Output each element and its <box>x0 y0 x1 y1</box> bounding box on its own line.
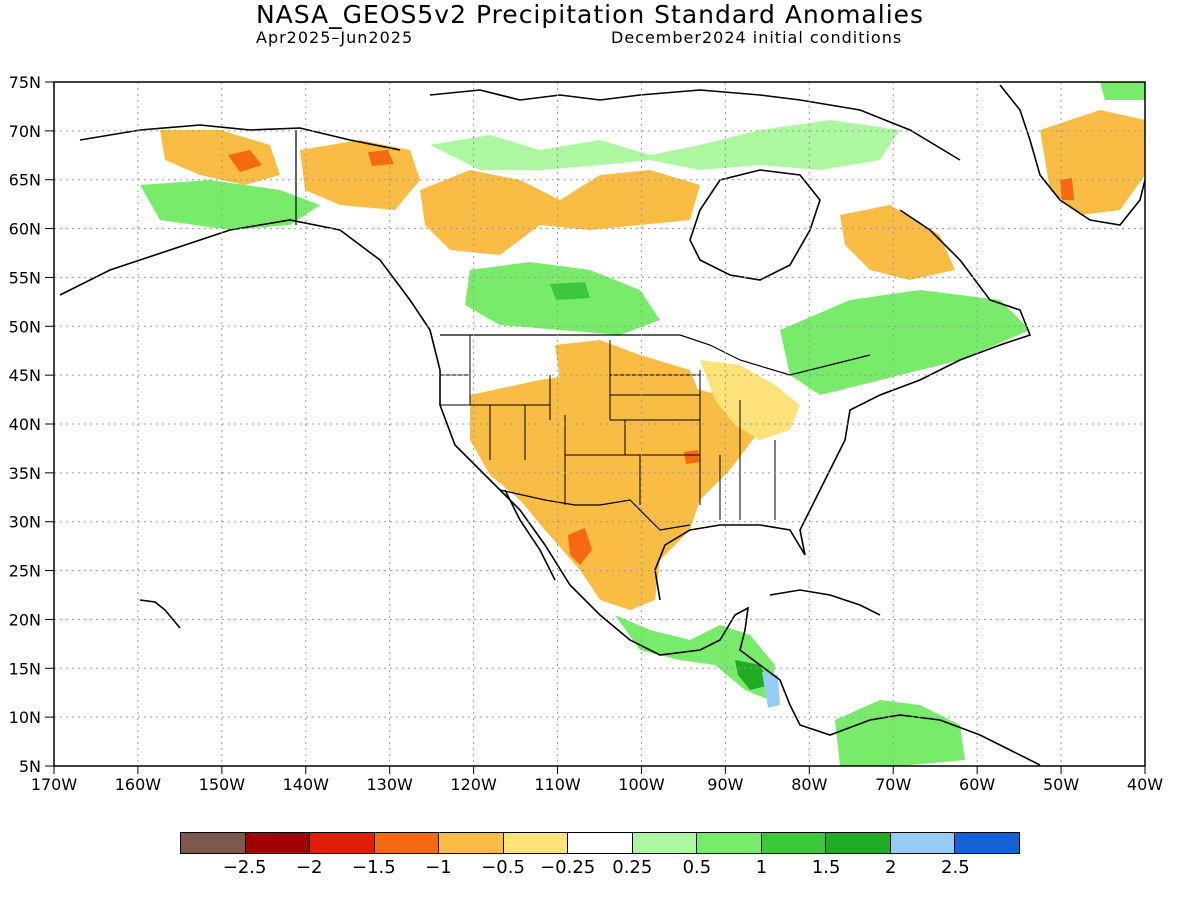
dry-region-west-canada <box>420 170 700 255</box>
colorbar-swatch <box>890 833 956 853</box>
coastline-gulf <box>654 209 1032 601</box>
longitude-labels: 170W 160W 150W 140W 130W 120W 110W 100W 90W 80W 70… <box>31 766 1163 794</box>
lon-tick-label: 120W <box>450 775 497 794</box>
lon-tick-label: 170W <box>31 775 78 794</box>
dry-region-alaska <box>160 130 280 185</box>
lon-tick-label: 150W <box>199 775 246 794</box>
coastline-baja <box>504 489 556 581</box>
dry-region-southwest <box>470 370 760 610</box>
lat-tick-label: 5N <box>19 757 41 776</box>
lon-tick-label: 110W <box>534 775 581 794</box>
lon-tick-label: 70W <box>875 775 911 794</box>
map-title: NASA_GEOS5v2 Precipitation Standard Anom… <box>255 0 925 29</box>
colorbar-swatch <box>697 833 762 853</box>
strong-dry-spot-alaska <box>228 150 262 172</box>
forecast-period: Apr2025–Jun2025 <box>256 28 414 47</box>
colorbar-label: −0.25 <box>540 857 596 878</box>
lat-tick-label: 10N <box>9 708 41 727</box>
colorbar-swatch <box>181 833 246 853</box>
lat-tick-label: 65N <box>9 171 41 190</box>
dry-region-midwest <box>700 360 800 440</box>
colorbar-label: −2 <box>295 857 323 878</box>
colorbar-label: 1.5 <box>811 857 841 878</box>
lat-tick-label: 15N <box>9 659 41 678</box>
coastline-north-america <box>59 219 1041 766</box>
graticule <box>54 82 1145 766</box>
lat-tick-label: 60N <box>9 220 41 239</box>
wet-region-central-america <box>615 615 775 700</box>
lat-tick-label: 55N <box>9 268 41 287</box>
colorbar-swatch <box>632 833 698 853</box>
lat-tick-label: 45N <box>9 366 41 385</box>
lat-tick-label: 35N <box>9 464 41 483</box>
wet-region-alaska <box>140 180 320 230</box>
wet-region-greenland-north <box>1100 82 1145 100</box>
colorbar-label: 1 <box>755 857 768 878</box>
colorbar-swatch <box>568 833 633 853</box>
colorbar-swatch <box>245 833 311 853</box>
lon-tick-label: 50W <box>1043 775 1079 794</box>
wet-region-arctic <box>430 120 900 170</box>
wet-region-great-lakes <box>780 290 1030 395</box>
lat-tick-label: 75N <box>9 73 41 92</box>
coastline-arctic-islands <box>429 89 961 161</box>
lon-tick-label: 80W <box>791 775 827 794</box>
colorbar-label: −1 <box>425 857 452 878</box>
coastlines <box>59 84 1145 766</box>
lon-tick-label: 100W <box>618 775 665 794</box>
coastline-alaska-north <box>79 124 401 151</box>
strong-dry-spot-ozarks <box>684 450 700 464</box>
very-wet-spot-nicaragua <box>762 672 780 708</box>
colorbar-swatch <box>826 833 891 853</box>
lat-tick-label: 25N <box>9 562 41 581</box>
coastline-caribbean-cuba <box>769 589 881 616</box>
colorbar-swatch <box>955 833 1019 853</box>
wet-strong-spot-prairies <box>550 282 590 300</box>
colorbar <box>180 832 1020 854</box>
lat-tick-label: 20N <box>9 610 41 629</box>
lat-tick-label: 40N <box>9 415 41 434</box>
lon-tick-label: 90W <box>707 775 743 794</box>
latitude-labels: 75N 70N 65N 60N 55N 50N 45N 40N 35N 30N 25N 20N 15N 1… <box>9 73 54 776</box>
strong-dry-spot-mexico <box>568 528 592 565</box>
lat-tick-label: 70N <box>9 122 41 141</box>
lon-tick-label: 140W <box>283 775 330 794</box>
colorbar-label: −1.5 <box>351 857 396 878</box>
colorbar-swatch <box>310 833 375 853</box>
coastline-greenland <box>999 84 1145 226</box>
coastline-hawaii <box>139 599 181 629</box>
colorbar-label: −0.5 <box>481 857 525 878</box>
dry-region-plains <box>555 340 700 400</box>
colorbar-swatch <box>503 833 569 853</box>
colorbar-swatch <box>439 833 504 853</box>
colorbar-swatch <box>761 833 827 853</box>
dry-region-quebec <box>840 205 955 280</box>
colorbar-swatch <box>374 833 440 853</box>
colorbar-label: 0.5 <box>682 857 712 878</box>
strong-dry-spot-yukon <box>368 150 394 166</box>
anomaly-shading <box>140 82 1145 766</box>
lat-tick-label: 30N <box>9 513 41 532</box>
coastline-hudson-bay <box>689 169 821 281</box>
colorbar-label: 2.5 <box>941 857 970 878</box>
lon-tick-label: 130W <box>367 775 414 794</box>
border-us-mexico <box>499 489 691 531</box>
border-canada-us <box>440 334 871 376</box>
strong-dry-spot-greenland <box>1060 178 1074 200</box>
lon-tick-label: 40W <box>1127 775 1163 794</box>
colorbar-label: −2.5 <box>222 857 267 878</box>
wet-strong-central-america <box>735 660 770 690</box>
initial-conditions: December2024 initial conditions <box>611 28 903 47</box>
lon-tick-label: 60W <box>959 775 995 794</box>
colorbar-label: 2 <box>885 857 897 878</box>
colorbar-label: 0.25 <box>612 857 653 878</box>
wet-region-south-america <box>835 700 965 766</box>
lon-tick-label: 160W <box>115 775 162 794</box>
lat-tick-label: 50N <box>9 317 41 336</box>
